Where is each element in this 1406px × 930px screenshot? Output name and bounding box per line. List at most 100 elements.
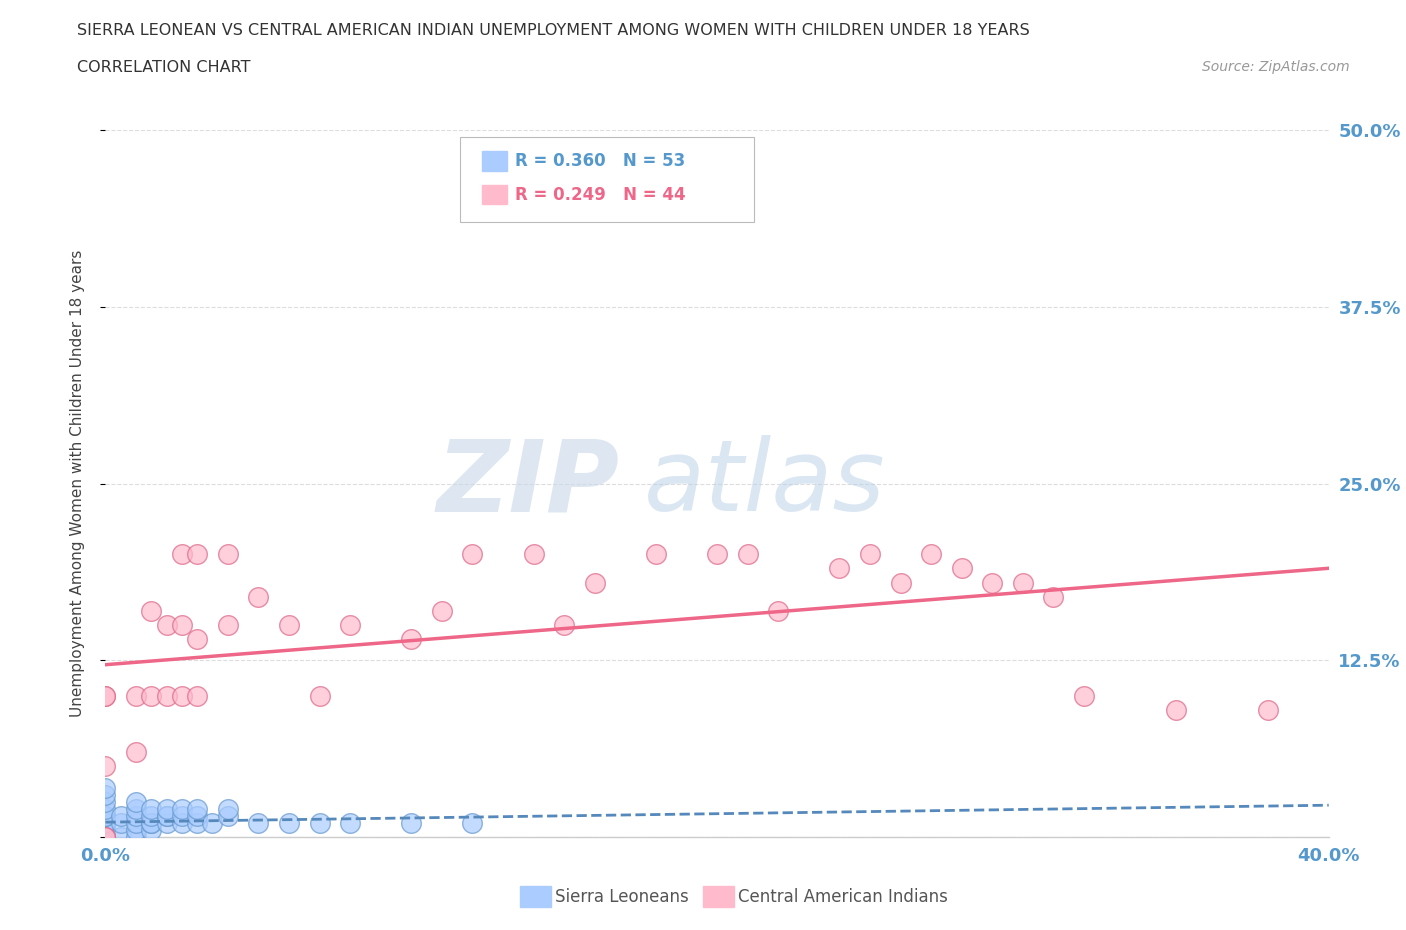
- Point: [247, 590, 270, 604]
- Point: [141, 816, 163, 830]
- Point: [94, 688, 117, 703]
- Point: [94, 830, 117, 844]
- Point: [94, 816, 117, 830]
- Point: [430, 604, 453, 618]
- Point: [278, 816, 301, 830]
- Point: [859, 547, 882, 562]
- Point: [94, 830, 117, 844]
- Point: [141, 822, 163, 837]
- Bar: [482, 185, 506, 205]
- Point: [828, 561, 851, 576]
- Point: [170, 816, 193, 830]
- Point: [125, 822, 148, 837]
- Point: [981, 575, 1004, 590]
- Point: [186, 547, 208, 562]
- Text: R = 0.360   N = 53: R = 0.360 N = 53: [515, 153, 686, 170]
- Point: [461, 547, 484, 562]
- Point: [110, 816, 132, 830]
- Point: [308, 688, 330, 703]
- Point: [141, 688, 163, 703]
- Point: [141, 604, 163, 618]
- Point: [201, 816, 224, 830]
- Point: [110, 830, 132, 844]
- Point: [186, 816, 208, 830]
- Point: [950, 561, 973, 576]
- Point: [94, 816, 117, 830]
- Point: [1011, 575, 1033, 590]
- Point: [125, 830, 148, 844]
- Text: R = 0.249   N = 44: R = 0.249 N = 44: [515, 185, 686, 204]
- Point: [1256, 702, 1278, 717]
- Point: [94, 688, 117, 703]
- Point: [706, 547, 728, 562]
- Text: atlas: atlas: [644, 435, 886, 532]
- Point: [94, 830, 117, 844]
- FancyBboxPatch shape: [460, 138, 754, 222]
- Point: [141, 816, 163, 830]
- Point: [170, 808, 193, 823]
- Point: [1073, 688, 1095, 703]
- Point: [308, 816, 330, 830]
- Point: [94, 830, 117, 844]
- Point: [94, 822, 117, 837]
- Point: [155, 618, 177, 632]
- Text: Central American Indians: Central American Indians: [738, 887, 948, 906]
- Point: [125, 794, 148, 809]
- Point: [768, 604, 790, 618]
- Point: [920, 547, 942, 562]
- Point: [94, 759, 117, 774]
- Point: [186, 802, 208, 817]
- Point: [94, 830, 117, 844]
- Point: [94, 830, 117, 844]
- Point: [170, 618, 193, 632]
- Text: ZIP: ZIP: [436, 435, 619, 532]
- Point: [278, 618, 301, 632]
- Y-axis label: Unemployment Among Women with Children Under 18 years: Unemployment Among Women with Children U…: [70, 250, 84, 717]
- Point: [94, 794, 117, 809]
- Point: [94, 830, 117, 844]
- Point: [94, 830, 117, 844]
- Point: [94, 830, 117, 844]
- Point: [110, 808, 132, 823]
- Point: [125, 816, 148, 830]
- Point: [186, 808, 208, 823]
- Point: [155, 688, 177, 703]
- Point: [217, 808, 239, 823]
- Bar: [482, 152, 506, 171]
- Point: [644, 547, 666, 562]
- Point: [1042, 590, 1064, 604]
- Text: Sierra Leoneans: Sierra Leoneans: [555, 887, 689, 906]
- Point: [737, 547, 759, 562]
- Point: [94, 808, 117, 823]
- Point: [1164, 702, 1187, 717]
- Point: [125, 688, 148, 703]
- Point: [339, 618, 361, 632]
- Point: [94, 802, 117, 817]
- Point: [94, 787, 117, 802]
- Point: [186, 631, 208, 646]
- Point: [523, 547, 546, 562]
- Point: [170, 802, 193, 817]
- Point: [247, 816, 270, 830]
- Point: [155, 808, 177, 823]
- Point: [125, 808, 148, 823]
- Point: [339, 816, 361, 830]
- Point: [889, 575, 911, 590]
- Point: [401, 816, 423, 830]
- Point: [141, 802, 163, 817]
- Point: [401, 631, 423, 646]
- Point: [217, 618, 239, 632]
- Point: [155, 808, 177, 823]
- Point: [155, 816, 177, 830]
- Point: [583, 575, 606, 590]
- Point: [170, 688, 193, 703]
- Point: [170, 547, 193, 562]
- Point: [125, 802, 148, 817]
- Text: SIERRA LEONEAN VS CENTRAL AMERICAN INDIAN UNEMPLOYMENT AMONG WOMEN WITH CHILDREN: SIERRA LEONEAN VS CENTRAL AMERICAN INDIA…: [77, 23, 1031, 38]
- Point: [217, 802, 239, 817]
- Point: [217, 547, 239, 562]
- Point: [94, 808, 117, 823]
- Point: [94, 822, 117, 837]
- Point: [94, 830, 117, 844]
- Text: CORRELATION CHART: CORRELATION CHART: [77, 60, 250, 75]
